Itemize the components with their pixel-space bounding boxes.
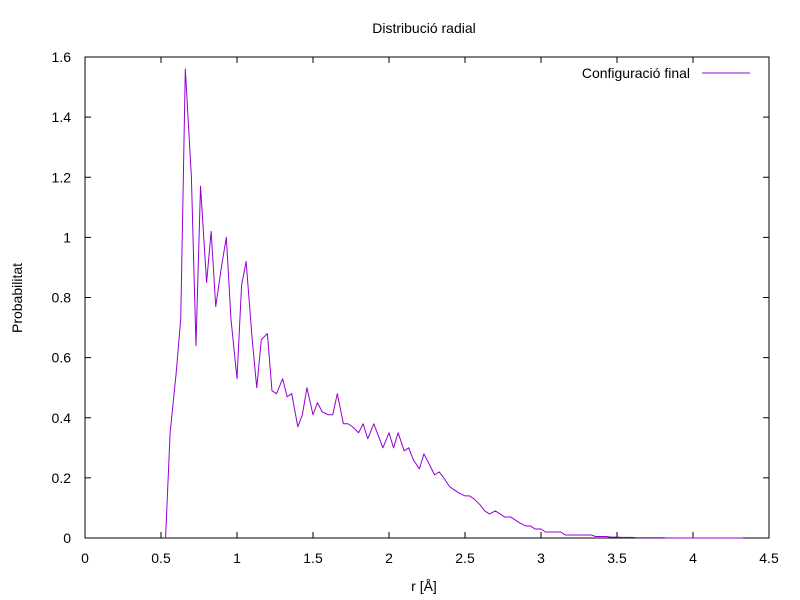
x-tick-label: 3.5 bbox=[607, 550, 627, 566]
x-tick-label: 2 bbox=[385, 550, 393, 566]
x-tick-label: 4.5 bbox=[759, 550, 779, 566]
y-tick-label: 0 bbox=[63, 530, 71, 546]
y-tick-label: 1.6 bbox=[52, 49, 72, 65]
y-tick-label: 1.2 bbox=[52, 169, 72, 185]
y-axis-ticks: 0 0.2 0.4 0.6 0.8 1 1.2 1.4 1.6 bbox=[52, 49, 769, 546]
x-tick-label: 0 bbox=[81, 550, 89, 566]
y-axis-label: Probabilitat bbox=[9, 263, 25, 333]
series-line-0 bbox=[165, 68, 744, 539]
y-tick-label: 0.4 bbox=[52, 410, 72, 426]
x-tick-label: 1.5 bbox=[303, 550, 323, 566]
y-tick-label: 1.4 bbox=[52, 109, 72, 125]
x-tick-label: 1 bbox=[233, 550, 241, 566]
y-tick-label: 0.8 bbox=[52, 290, 72, 306]
y-tick-label: 0.6 bbox=[52, 350, 72, 366]
x-tick-label: 0.5 bbox=[151, 550, 171, 566]
chart-title: Distribució radial bbox=[372, 20, 475, 36]
series-layer bbox=[165, 68, 744, 539]
y-tick-label: 0.2 bbox=[52, 470, 72, 486]
legend: Configuració final bbox=[582, 65, 750, 81]
y-tick-label: 1 bbox=[63, 229, 71, 245]
x-tick-label: 3 bbox=[537, 550, 545, 566]
x-axis-label: r [Å] bbox=[411, 578, 437, 594]
legend-label: Configuració final bbox=[582, 65, 690, 81]
x-axis-ticks: 0 0.5 1 1.5 2 2.5 3 3.5 4 4.5 bbox=[81, 57, 779, 566]
x-tick-label: 2.5 bbox=[455, 550, 475, 566]
x-tick-label: 4 bbox=[689, 550, 697, 566]
